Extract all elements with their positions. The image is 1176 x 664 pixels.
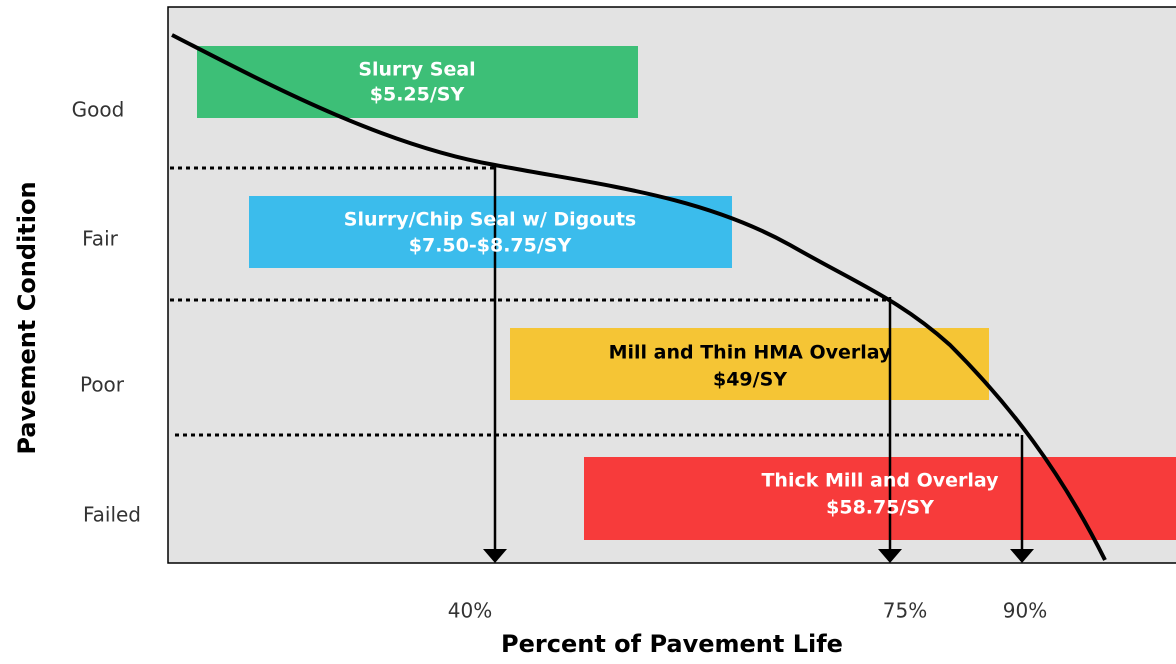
- arrowhead: [878, 549, 902, 563]
- treatment-cost: $49/SY: [713, 369, 787, 391]
- y-axis-title: Pavement Condition: [13, 181, 41, 454]
- arrows: [493, 165, 1024, 550]
- arrowhead: [1010, 549, 1034, 563]
- treatment-cost: $7.50-$8.75/SY: [409, 235, 572, 257]
- threshold-lines: [170, 166, 1022, 437]
- y-label: Failed: [83, 503, 141, 527]
- treatment-name: Mill and Thin HMA Overlay: [609, 342, 892, 364]
- x-label: 90%: [1003, 599, 1047, 623]
- x-label: 40%: [448, 599, 492, 623]
- treatment-name: Slurry/Chip Seal w/ Digouts: [344, 209, 636, 231]
- treatment-name: Thick Mill and Overlay: [761, 470, 999, 492]
- treatment-name: Slurry Seal: [358, 59, 475, 81]
- arrowheads: [483, 549, 1034, 563]
- y-label: Fair: [82, 227, 118, 251]
- treatment-box: [249, 196, 732, 268]
- treatment-box: [510, 328, 989, 400]
- treatment-box: [584, 457, 1176, 540]
- deterioration-curve: [171, 33, 1107, 561]
- x-axis-title: Percent of Pavement Life: [501, 630, 843, 658]
- arrowhead: [483, 549, 507, 563]
- x-label: 75%: [883, 599, 927, 623]
- treatment-cost: $58.75/SY: [826, 497, 934, 519]
- treatment-cost: $5.25/SY: [370, 84, 465, 106]
- treatment-box: [197, 46, 638, 118]
- y-label: Poor: [80, 373, 125, 397]
- y-label: Good: [72, 98, 125, 122]
